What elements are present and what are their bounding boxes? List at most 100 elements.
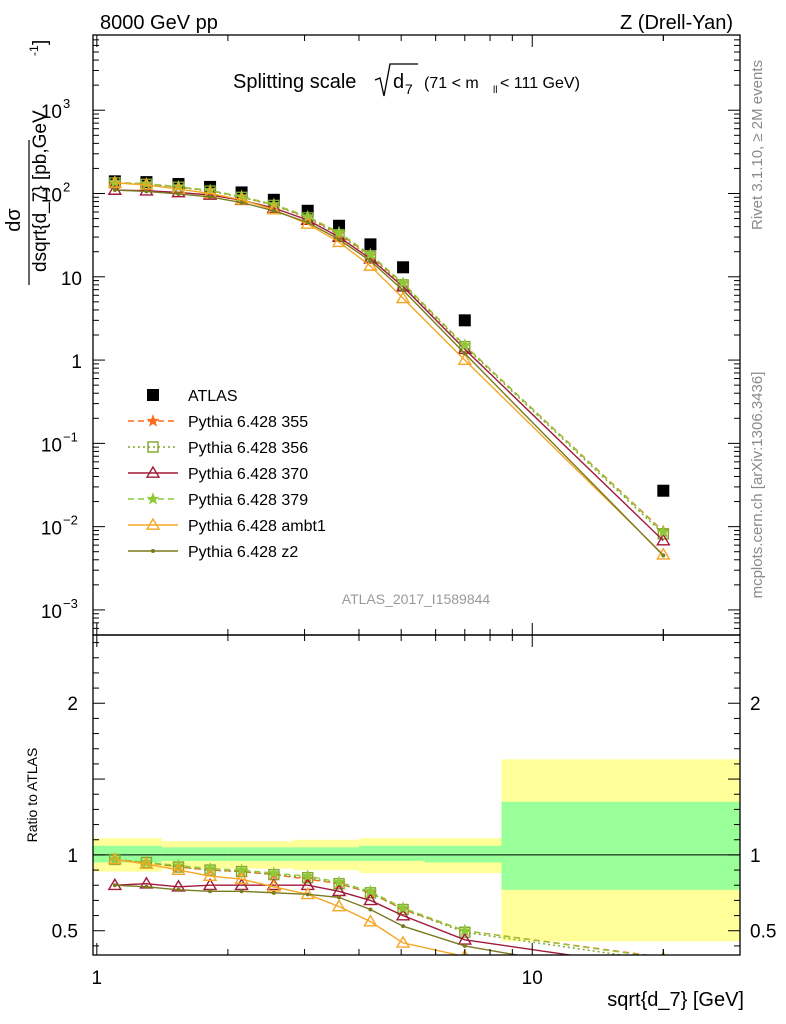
data-point [458,338,472,352]
data-point [363,914,378,927]
x-tick-label: 1 [92,968,103,989]
data-point [144,189,149,194]
data-point [208,889,213,894]
legend-marker [147,441,159,453]
data-point [656,533,671,546]
y-tick-exponent: −1 [63,429,78,444]
y-tick-label: 10 [41,435,62,456]
ratio-y-tick-label-right: 1 [750,846,761,867]
data-point [271,890,276,895]
data-point [363,893,378,906]
legend-marker [145,465,161,478]
ratio-stat-band [501,801,740,890]
legend-marker [146,414,160,427]
data-point [656,525,670,538]
legend-label: Pythia 6.428 z2 [188,544,298,561]
header-left: 8000 GeV pp [100,12,218,34]
data-point [305,892,310,897]
data-point [368,258,373,263]
data-point [139,176,153,190]
data-point [395,291,411,304]
y-tick-exponent: −2 [63,513,78,528]
data-point [657,484,670,497]
data-point [458,923,472,937]
data-point [658,956,668,966]
data-point [139,856,154,869]
series-pythia-6-428-z2 [112,188,666,558]
legend-marker [145,517,161,530]
y-tick-label: 10 [41,519,62,540]
main-series-group [107,175,671,560]
data-point [300,886,315,900]
data-point [176,887,181,892]
ratio-bands [93,759,740,942]
ratio-line [114,858,462,955]
legend-entry: Pythia 6.428 370 [128,465,308,483]
data-point [300,216,315,229]
data-point [661,979,665,983]
data-point [139,855,153,868]
data-point [331,899,347,912]
data-point [171,185,186,198]
data-point [112,188,117,193]
ratio-line [114,884,521,955]
ratio-stat-band [161,847,228,861]
analysis-id: ATLAS_2017_I1589844 [342,591,491,607]
legend-entry: Pythia 6.428 356 [128,440,308,457]
legend-entry: Pythia 6.428 379 [128,492,308,509]
ylabel-num: dσ [3,208,25,232]
legend-label: Pythia 6.428 370 [188,466,308,483]
data-point [112,883,117,888]
ratio-ylabel: Ratio to ATLAS [24,748,40,843]
data-point [401,288,406,293]
title-main: Splitting scale [233,71,356,93]
data-point [396,276,410,289]
y-tick-label: 10 [41,602,62,623]
ratio-line [114,858,647,955]
y-tick-exponent: 2 [63,180,70,195]
data-point [462,351,467,356]
legend-entry: ATLAS [147,388,238,405]
data-point [337,237,342,242]
ratio-y-tick-label-right: 0.5 [750,922,776,943]
data-point [208,194,213,199]
data-point [266,877,282,891]
data-point [397,261,410,274]
data-point [107,877,123,891]
ratio-line [114,858,627,955]
data-point [301,869,315,882]
main-title: Splitting scale d 7 (71 < m ll < 111 GeV… [233,63,580,97]
data-point [363,247,377,261]
x-axis-label: sqrt{d_7} [GeV] [607,989,744,1011]
data-point [368,907,373,912]
data-point [457,352,473,365]
legend-label: ATLAS [188,388,238,405]
legend-marker [146,492,160,505]
ratio-stat-band [227,847,294,861]
y-tick-label: 10 [61,269,82,290]
y-tick-label: 10 [41,102,62,123]
series-line [114,189,664,556]
data-point [661,553,666,558]
ratio-series-group [107,852,669,983]
data-point [176,191,181,196]
data-point [457,932,473,945]
main-ylabel: dσ dsqrt{d_7} [pb,GeV -1 ] [3,40,51,285]
ratio-y-tick-label-right: 2 [750,694,761,715]
data-point [657,963,669,973]
ratio-y-tick-label: 1 [67,846,78,867]
ratio-y-tick-label: 2 [67,694,78,715]
legend-label: Pythia 6.428 ambt1 [188,518,326,535]
ratio-frame [92,634,741,956]
data-point [107,175,123,188]
legend-label: Pythia 6.428 355 [188,414,308,431]
ratio-line [114,882,575,955]
data-point [395,935,411,948]
data-point [267,866,281,879]
data-point [107,182,123,195]
ratio-series-pythia-6-428-379 [108,852,665,955]
legend-entry: Pythia 6.428 355 [128,414,308,431]
ylabel-exp: -1 [27,45,41,56]
data-point [139,183,154,196]
